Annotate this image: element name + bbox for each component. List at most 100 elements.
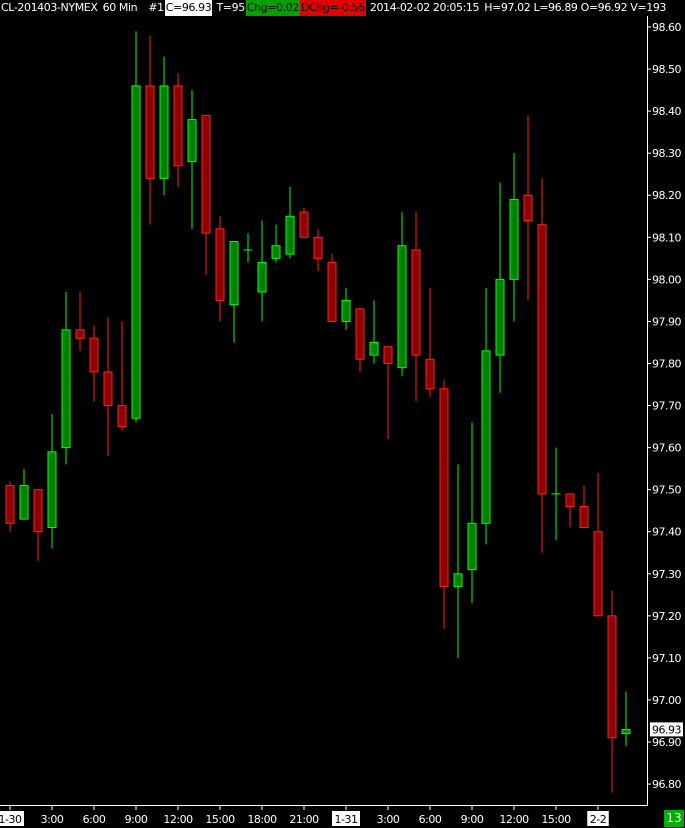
- candle-32: [439, 380, 449, 629]
- corner-badge: 13: [664, 810, 684, 827]
- candle-2: [19, 468, 29, 520]
- candle-13: [173, 73, 183, 187]
- candle-body: [299, 211, 309, 238]
- candle-body: [75, 329, 85, 339]
- candle-body: [187, 119, 197, 163]
- chart-number: #1: [148, 1, 164, 14]
- candle-18: [243, 233, 253, 263]
- candle-body: [159, 85, 169, 179]
- candle-body: [593, 531, 603, 617]
- candle-body: [131, 85, 141, 419]
- price-tick-label: 97.20: [652, 610, 681, 623]
- candle-body: [313, 236, 323, 259]
- candle-body: [565, 493, 575, 507]
- candle-body: [425, 358, 435, 390]
- candle-17: [229, 241, 239, 343]
- candle-body: [621, 728, 631, 735]
- candle-body: [523, 194, 533, 221]
- price-tick-label: 98.00: [652, 273, 681, 286]
- candle-22: [299, 207, 309, 238]
- candle-body: [327, 262, 337, 322]
- price-tick-label: 97.40: [652, 526, 681, 539]
- candle-4: [47, 413, 57, 549]
- candle-8: [103, 317, 113, 457]
- date-label-box: [332, 811, 360, 826]
- time-tick-label: 1-30: [0, 813, 22, 826]
- candle-body: [19, 484, 29, 520]
- candle-body: [5, 484, 15, 524]
- candle-body: [173, 85, 183, 167]
- candle-5: [61, 291, 71, 465]
- candle-1: [5, 481, 15, 532]
- date-label-box: [0, 811, 24, 826]
- candle-31: [425, 287, 435, 398]
- candle-body: [467, 522, 477, 571]
- candle-10: [131, 31, 141, 423]
- candle-body: [61, 329, 71, 449]
- candle-body: [145, 85, 155, 179]
- candle-body: [285, 215, 295, 255]
- price-tick-label: 98.20: [652, 189, 681, 202]
- time-tick-label: 3:00: [377, 813, 400, 826]
- candle-41: [565, 493, 575, 528]
- candle-39: [537, 178, 547, 553]
- price-tick-label: 97.90: [652, 315, 681, 328]
- candle-body: [453, 573, 463, 587]
- candle-body: [47, 451, 57, 529]
- price-tick-label: 96.90: [652, 736, 681, 749]
- timestamp: 2014-02-02 20:05:15: [369, 1, 480, 14]
- candle-20: [271, 224, 281, 263]
- candle-3: [33, 489, 43, 562]
- candle-40: [551, 447, 561, 541]
- candle-body: [229, 241, 239, 306]
- candle-body: [215, 228, 225, 301]
- candle-body: [201, 114, 211, 234]
- candle-27: [369, 300, 379, 364]
- candle-21: [285, 186, 295, 259]
- candle-38: [523, 115, 533, 301]
- candle-14: [187, 90, 197, 229]
- hlov-values: H=97.02 L=96.89 O=96.92 V=193: [484, 1, 667, 14]
- candle-12: [159, 56, 169, 196]
- candle-body: [355, 308, 365, 360]
- chart-header: CL-201403-NYMEX 60 Min #1 C=96.93 T=95 Chg…: [0, 0, 667, 16]
- candle-body: [607, 615, 617, 739]
- candle-body: [33, 489, 43, 533]
- candle-35: [481, 287, 491, 545]
- candle-body: [369, 341, 379, 356]
- candle-body: [495, 278, 505, 356]
- price-tick-label: 96.80: [652, 778, 681, 791]
- symbol: CL-201403-NYMEX: [1, 1, 98, 14]
- price-tick-label: 97.10: [652, 652, 681, 665]
- candle-6: [75, 291, 85, 351]
- price-tick-label: 98.60: [652, 21, 681, 34]
- candle-body: [271, 245, 281, 259]
- candle-7: [89, 325, 99, 402]
- candle-15: [201, 114, 211, 276]
- candle-16: [215, 216, 225, 322]
- time-tick-label: 2-2: [590, 813, 606, 826]
- candle-body: [103, 371, 113, 407]
- price-tick-label: 98.10: [652, 231, 681, 244]
- candle-body: [579, 505, 589, 529]
- time-tick-label: 12:00: [163, 813, 193, 826]
- candle-23: [313, 228, 323, 271]
- candle-42: [579, 485, 589, 529]
- candle-body: [341, 299, 351, 322]
- time-tick-label: 21:00: [289, 813, 319, 826]
- last-price-box: [650, 722, 683, 737]
- close-value: C=96.93: [164, 0, 213, 16]
- candle-34: [467, 422, 477, 604]
- candle-45: [621, 691, 631, 747]
- time-tick-label: 15:00: [541, 813, 571, 826]
- last-price-label: 96.93: [652, 723, 681, 736]
- candle-28: [383, 346, 393, 440]
- candle-26: [355, 308, 365, 372]
- candle-body: [397, 245, 407, 369]
- candle-29: [397, 212, 407, 377]
- time-tick-label: 15:00: [205, 813, 235, 826]
- candle-body: [509, 198, 519, 280]
- price-tick-label: 98.30: [652, 147, 681, 160]
- candle-25: [341, 287, 351, 330]
